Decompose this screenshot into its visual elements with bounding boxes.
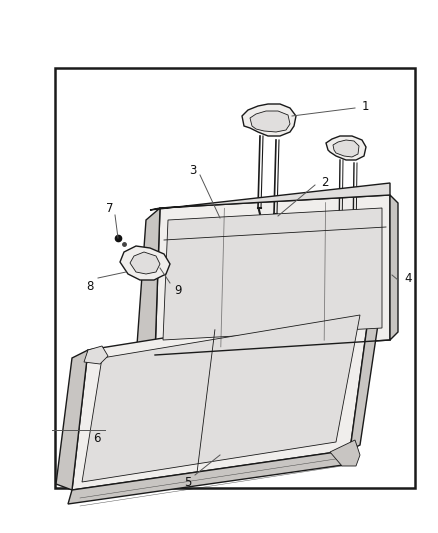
Text: 6: 6 [93, 432, 101, 445]
Bar [55, 68, 415, 488]
Text: 1: 1 [361, 100, 369, 112]
Text: 3: 3 [189, 164, 197, 176]
Polygon shape [330, 440, 360, 466]
Polygon shape [326, 136, 366, 160]
Polygon shape [155, 195, 390, 355]
Polygon shape [56, 350, 88, 490]
Text: 4: 4 [404, 271, 412, 285]
Polygon shape [150, 183, 390, 210]
Text: 8: 8 [86, 279, 94, 293]
Polygon shape [350, 305, 380, 450]
Polygon shape [82, 315, 360, 482]
Polygon shape [130, 252, 160, 274]
Polygon shape [390, 195, 398, 340]
Text: 7: 7 [106, 201, 114, 214]
Polygon shape [68, 450, 350, 504]
Text: 5: 5 [184, 475, 192, 489]
Text: 9: 9 [174, 284, 182, 296]
Polygon shape [333, 140, 359, 157]
Polygon shape [250, 111, 290, 132]
Polygon shape [137, 208, 160, 355]
Text: 2: 2 [321, 176, 329, 190]
Polygon shape [163, 208, 382, 340]
Polygon shape [120, 246, 170, 280]
Polygon shape [84, 346, 108, 364]
Polygon shape [242, 104, 296, 136]
Polygon shape [72, 305, 370, 490]
